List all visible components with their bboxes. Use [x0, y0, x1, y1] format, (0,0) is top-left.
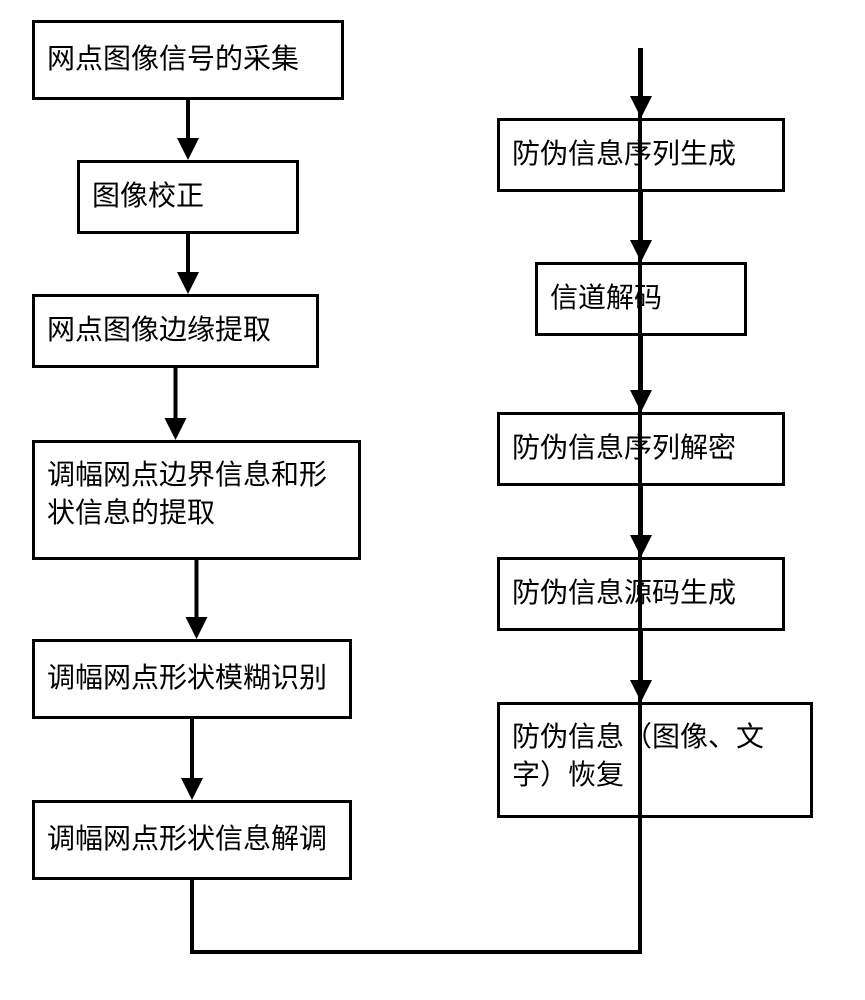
connector-layer [0, 0, 865, 1000]
